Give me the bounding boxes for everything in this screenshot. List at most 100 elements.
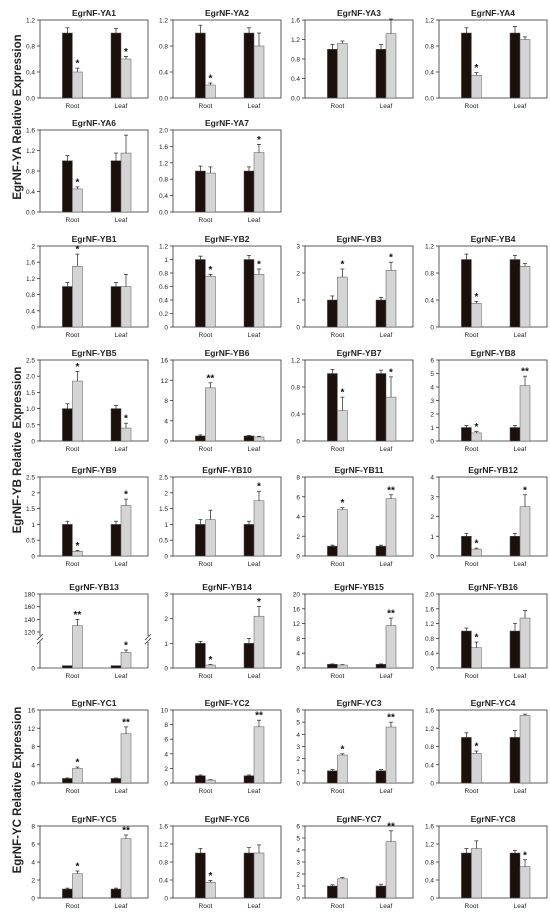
bar — [461, 630, 472, 669]
bar — [327, 664, 338, 669]
bar — [519, 715, 531, 784]
y-tick-label: 4 — [31, 860, 35, 867]
bar — [110, 286, 122, 328]
y-tick-label: 0.4 — [26, 189, 35, 196]
y-tick-label: 0.6 — [159, 284, 168, 291]
x-tick-label: Leaf — [248, 103, 261, 110]
bar — [243, 259, 255, 328]
bar — [120, 733, 132, 784]
chart-title: EgrNF-YC7 — [337, 814, 382, 824]
bar — [509, 630, 521, 669]
significance-mark: ** — [387, 713, 395, 724]
chart-title: EgrNF-YB10 — [202, 465, 252, 475]
y-tick-label: 0.4 — [159, 70, 168, 77]
chart-title: EgrNF-YB12 — [468, 465, 518, 475]
x-tick-label: Root — [465, 332, 479, 339]
x-tick-label: Root — [331, 788, 345, 795]
bar — [375, 299, 387, 328]
y-tick-label: 0.8 — [291, 385, 300, 392]
y-tick-label: 0.0 — [26, 210, 35, 217]
y-tick-label: 1.6 — [26, 128, 35, 135]
chart-title: EgrNF-YB16 — [468, 582, 518, 592]
bar — [110, 160, 122, 213]
y-tick-label: 2 — [164, 490, 168, 497]
bar — [205, 519, 216, 557]
x-tick-label: Root — [465, 788, 479, 795]
chart-panel: 0.0 0.4 0.8 1.2 EgrNF-YA1 Root * Leaf * — [26, 8, 149, 110]
x-tick-label: Leaf — [380, 332, 393, 339]
y-tick-label: 20 — [293, 592, 301, 599]
bar — [195, 32, 206, 99]
chart-panel: 0 2 4 6 8 EgrNF-YC5 Root * Leaf ** — [31, 814, 149, 910]
y-tick-label: 120 — [24, 630, 35, 637]
x-tick-label: Leaf — [115, 332, 128, 339]
bar — [205, 779, 216, 784]
bar — [461, 536, 472, 557]
y-tick-label: 2 — [164, 616, 168, 623]
bar — [110, 408, 122, 442]
axis-frame — [438, 825, 548, 899]
x-tick-label: Root — [199, 903, 213, 910]
y-tick-label: 0 — [31, 781, 35, 788]
y-tick-label: 0 — [31, 554, 35, 561]
bar — [62, 408, 73, 442]
chart-title: EgrNF-YB8 — [471, 348, 516, 358]
x-tick-label: Root — [465, 446, 479, 453]
chart-title: EgrNF-YB14 — [202, 582, 252, 592]
y-tick-label: 1.6 — [425, 606, 434, 613]
y-tick-label: 0.4 — [159, 298, 168, 305]
significance-mark: * — [208, 74, 212, 85]
y-tick-label: 2 — [31, 490, 35, 497]
bar — [461, 259, 472, 328]
y-tick-label: 0 — [164, 325, 168, 332]
bar — [385, 498, 397, 557]
y-tick-label: 3 — [296, 744, 300, 751]
y-tick-label: 6 — [296, 824, 300, 831]
bar — [375, 545, 387, 557]
bar — [385, 841, 397, 899]
significance-mark: ** — [387, 821, 395, 832]
y-tick-label: 8 — [296, 475, 300, 482]
y-tick-label: 2.5 — [26, 475, 35, 482]
chart-panel: 0 4 8 12 16 EgrNF-YC1 Root * Leaf ** — [28, 698, 149, 795]
y-tick-label: 16 — [161, 358, 169, 365]
y-tick-label: 0 — [164, 554, 168, 561]
bar — [509, 427, 521, 442]
bar — [72, 551, 83, 557]
x-tick-label: Root — [66, 903, 80, 910]
bar — [120, 838, 132, 899]
y-tick-label: 1.6 — [425, 824, 434, 831]
bar — [120, 152, 132, 213]
x-tick-label: Leaf — [380, 446, 393, 453]
bar — [509, 536, 521, 557]
y-tick-label: 180 — [24, 592, 35, 599]
bar — [327, 545, 338, 557]
significance-mark: * — [389, 367, 393, 378]
y-tick-label: 0 — [164, 666, 168, 673]
y-tick-label: 4 — [430, 385, 434, 392]
bar — [337, 410, 348, 442]
bar — [461, 737, 472, 784]
x-tick-label: Root — [331, 561, 345, 568]
bar — [205, 387, 216, 442]
bar — [243, 32, 255, 99]
bar — [253, 436, 265, 442]
bar — [253, 45, 265, 99]
x-tick-label: Leaf — [514, 561, 527, 568]
significance-mark: * — [257, 597, 261, 608]
x-tick-label: Leaf — [514, 332, 527, 339]
y-tick-label: 2 — [296, 872, 300, 879]
bar — [205, 84, 216, 99]
y-tick-label: 3 — [296, 860, 300, 867]
y-tick-label: 0 — [31, 439, 35, 446]
y-tick-label: 1 — [296, 768, 300, 775]
bar — [509, 737, 521, 784]
y-tick-label: 1.2 — [159, 160, 168, 167]
x-tick-label: Leaf — [115, 217, 128, 224]
x-tick-label: Leaf — [380, 561, 393, 568]
x-tick-label: Leaf — [248, 903, 261, 910]
significance-mark: * — [208, 265, 212, 276]
significance-mark: * — [75, 59, 79, 70]
significance-mark: * — [257, 482, 261, 493]
chart-panel: 0 4 8 12 16 EgrNF-YB6 Root ** Leaf — [161, 348, 282, 453]
